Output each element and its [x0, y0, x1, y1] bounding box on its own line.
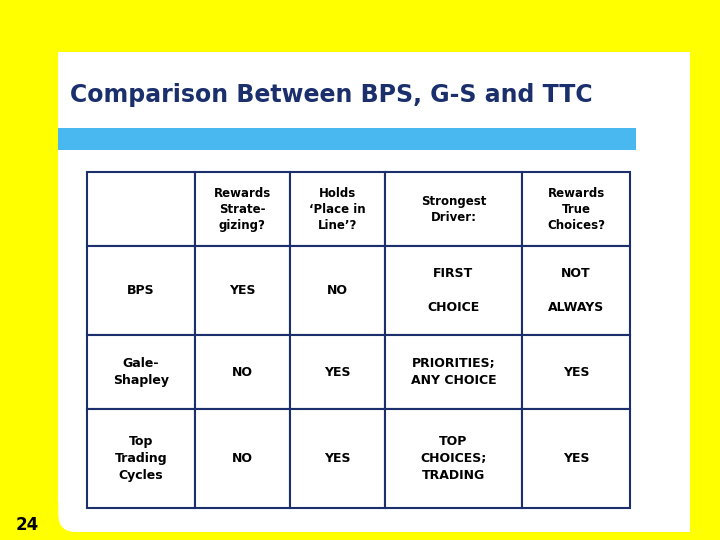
Text: Holds
‘Place in
Line’?: Holds ‘Place in Line’? [309, 187, 366, 232]
FancyBboxPatch shape [384, 409, 523, 508]
Text: Top
Trading
Cycles: Top Trading Cycles [114, 435, 167, 482]
FancyBboxPatch shape [194, 335, 289, 409]
FancyBboxPatch shape [194, 409, 289, 508]
FancyBboxPatch shape [523, 409, 629, 508]
FancyBboxPatch shape [87, 409, 194, 508]
Text: YES: YES [563, 366, 589, 379]
FancyBboxPatch shape [87, 52, 690, 532]
Text: BPS: BPS [127, 284, 155, 297]
FancyBboxPatch shape [384, 246, 523, 335]
Text: Comparison Between BPS, G-S and TTC: Comparison Between BPS, G-S and TTC [70, 83, 593, 107]
FancyBboxPatch shape [289, 246, 384, 335]
Text: 24: 24 [16, 516, 39, 534]
Text: Strongest
Driver:: Strongest Driver: [420, 195, 486, 224]
FancyBboxPatch shape [87, 246, 194, 335]
FancyBboxPatch shape [58, 128, 636, 150]
FancyBboxPatch shape [523, 246, 629, 335]
FancyBboxPatch shape [523, 335, 629, 409]
Text: NOT

ALWAYS: NOT ALWAYS [548, 267, 604, 314]
FancyBboxPatch shape [87, 335, 194, 409]
FancyBboxPatch shape [58, 52, 690, 532]
Text: NO: NO [232, 452, 253, 465]
Text: Rewards
Strate-
gizing?: Rewards Strate- gizing? [214, 187, 271, 232]
FancyBboxPatch shape [194, 172, 289, 246]
Text: PRIORITIES;
ANY CHOICE: PRIORITIES; ANY CHOICE [410, 357, 496, 387]
FancyBboxPatch shape [289, 409, 384, 508]
Text: NO: NO [232, 366, 253, 379]
FancyBboxPatch shape [194, 246, 289, 335]
Text: NO: NO [327, 284, 348, 297]
FancyBboxPatch shape [523, 172, 629, 246]
Text: Gale-
Shapley: Gale- Shapley [113, 357, 169, 387]
FancyBboxPatch shape [289, 172, 384, 246]
Text: YES: YES [563, 452, 589, 465]
Text: YES: YES [229, 284, 256, 297]
Text: YES: YES [324, 452, 351, 465]
Text: FIRST

CHOICE: FIRST CHOICE [428, 267, 480, 314]
Text: YES: YES [324, 366, 351, 379]
FancyBboxPatch shape [384, 335, 523, 409]
Text: TOP
CHOICES;
TRADING: TOP CHOICES; TRADING [420, 435, 487, 482]
FancyBboxPatch shape [384, 172, 523, 246]
FancyBboxPatch shape [58, 52, 690, 502]
Text: Rewards
True
Choices?: Rewards True Choices? [547, 187, 605, 232]
FancyBboxPatch shape [87, 172, 194, 246]
FancyBboxPatch shape [289, 335, 384, 409]
